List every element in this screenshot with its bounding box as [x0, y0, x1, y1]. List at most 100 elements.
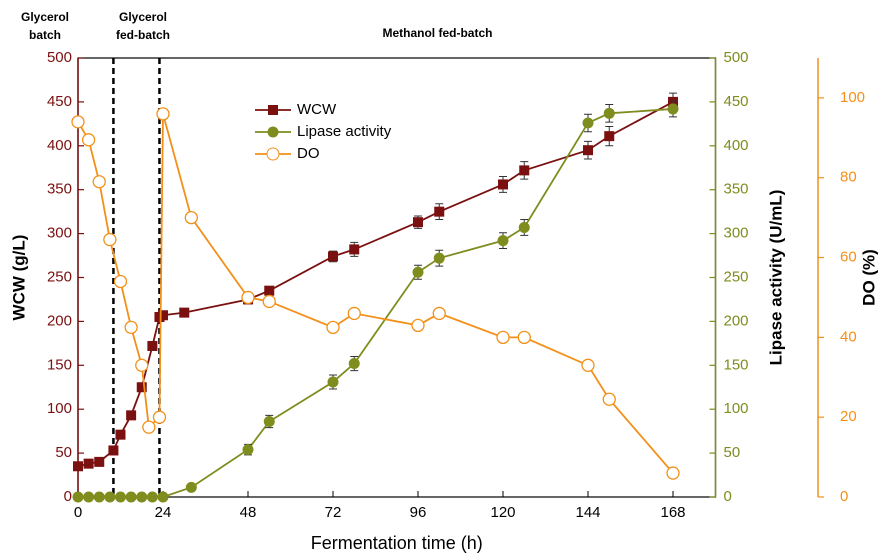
data-point	[185, 481, 197, 493]
y-tick-label: 500	[47, 49, 72, 66]
data-point	[179, 307, 190, 318]
data-point	[142, 420, 156, 434]
y2-tick-label: 450	[724, 93, 749, 110]
y2-tick-label: 250	[724, 268, 749, 285]
y3-tick-label: 0	[840, 488, 848, 505]
data-point	[433, 252, 445, 264]
legend-marker	[267, 126, 279, 138]
data-point	[125, 491, 137, 503]
data-point	[434, 206, 445, 217]
legend-label: DO	[297, 145, 320, 162]
y2-tick-label: 100	[724, 400, 749, 417]
data-point	[152, 410, 167, 424]
data-point	[519, 165, 530, 176]
data-point	[83, 491, 95, 503]
y2-tick-label: 0	[724, 488, 732, 505]
data-point	[581, 358, 595, 372]
y-tick-label: 100	[47, 400, 72, 417]
y2-tick-label: 50	[724, 444, 741, 461]
y3-tick-label: 100	[840, 89, 865, 106]
y-tick-label: 0	[64, 488, 72, 505]
data-point	[348, 358, 360, 370]
data-point	[349, 244, 360, 255]
data-point	[412, 266, 424, 278]
data-point	[83, 458, 94, 469]
y2-tick-label: 200	[724, 312, 749, 329]
x-tick-label: 24	[155, 504, 172, 521]
data-point	[81, 133, 96, 147]
y-tick-label: 250	[47, 268, 72, 285]
x-tick-label: 48	[240, 504, 257, 521]
data-point	[157, 491, 169, 503]
y3-axis-title: DO (%)	[859, 249, 878, 306]
data-point	[93, 491, 105, 503]
data-point	[115, 429, 126, 440]
y2-tick-label: 500	[724, 49, 749, 66]
y2-axis-title: Lipase activity (U/mL)	[766, 190, 785, 366]
data-point	[327, 376, 339, 388]
data-point	[71, 115, 85, 129]
y-tick-label: 50	[55, 444, 72, 461]
y2-tick-label: 300	[724, 225, 749, 242]
data-point	[124, 320, 138, 335]
data-point	[517, 330, 531, 345]
data-point	[497, 235, 509, 247]
data-point	[262, 294, 276, 309]
legend-label: WCW	[297, 101, 337, 118]
plot-frame	[77, 57, 717, 498]
data-point	[498, 179, 508, 190]
y-tick-label: 450	[47, 93, 72, 110]
y-tick-label: 400	[47, 137, 72, 154]
data-point	[184, 210, 198, 225]
data-point	[94, 456, 105, 467]
data-point	[604, 131, 615, 142]
x-tick-label: 168	[660, 504, 685, 521]
data-point	[103, 232, 117, 247]
data-point	[136, 382, 147, 393]
y-tick-label: 350	[47, 181, 72, 198]
x-tick-label: 96	[410, 504, 427, 521]
data-point	[263, 415, 275, 427]
y-tick-label: 150	[47, 356, 72, 373]
data-point	[113, 274, 128, 289]
y3-tick-label: 80	[840, 169, 857, 186]
data-point	[264, 285, 275, 296]
y2-tick-label: 150	[724, 356, 749, 373]
data-point	[603, 107, 615, 119]
x-tick-label: 72	[325, 504, 342, 521]
y3-tick-label: 60	[840, 249, 857, 266]
data-point	[411, 318, 425, 333]
data-point	[146, 491, 158, 503]
series-line	[78, 108, 674, 498]
data-point	[147, 340, 158, 351]
y3-tick-label: 40	[840, 328, 857, 345]
data-point	[158, 310, 168, 321]
data-point	[666, 466, 680, 480]
data-point	[413, 217, 423, 228]
data-point	[126, 410, 137, 421]
data-point	[104, 491, 116, 503]
x-tick-label: 120	[490, 504, 515, 521]
y3-tick-label: 20	[840, 408, 857, 425]
data-point	[328, 251, 338, 262]
x-tick-label: 0	[74, 504, 82, 521]
phase-label: Glycerol	[21, 10, 69, 24]
data-point	[92, 175, 106, 189]
data-point	[156, 107, 170, 121]
y-tick-label: 200	[47, 312, 72, 329]
data-point	[347, 306, 361, 321]
data-point	[135, 358, 149, 372]
data-point	[73, 461, 83, 472]
data-point	[241, 290, 255, 305]
x-tick-label: 144	[575, 504, 600, 521]
y-tick-label: 300	[47, 225, 72, 242]
y-axis-title: WCW (g/L)	[9, 235, 28, 321]
data-point	[326, 320, 340, 335]
series-line	[77, 101, 674, 468]
data-point	[432, 306, 446, 321]
data-point	[115, 491, 126, 503]
data-point	[602, 392, 616, 406]
data-point	[518, 221, 530, 233]
y2-tick-label: 350	[724, 181, 749, 198]
data-point	[136, 491, 148, 503]
